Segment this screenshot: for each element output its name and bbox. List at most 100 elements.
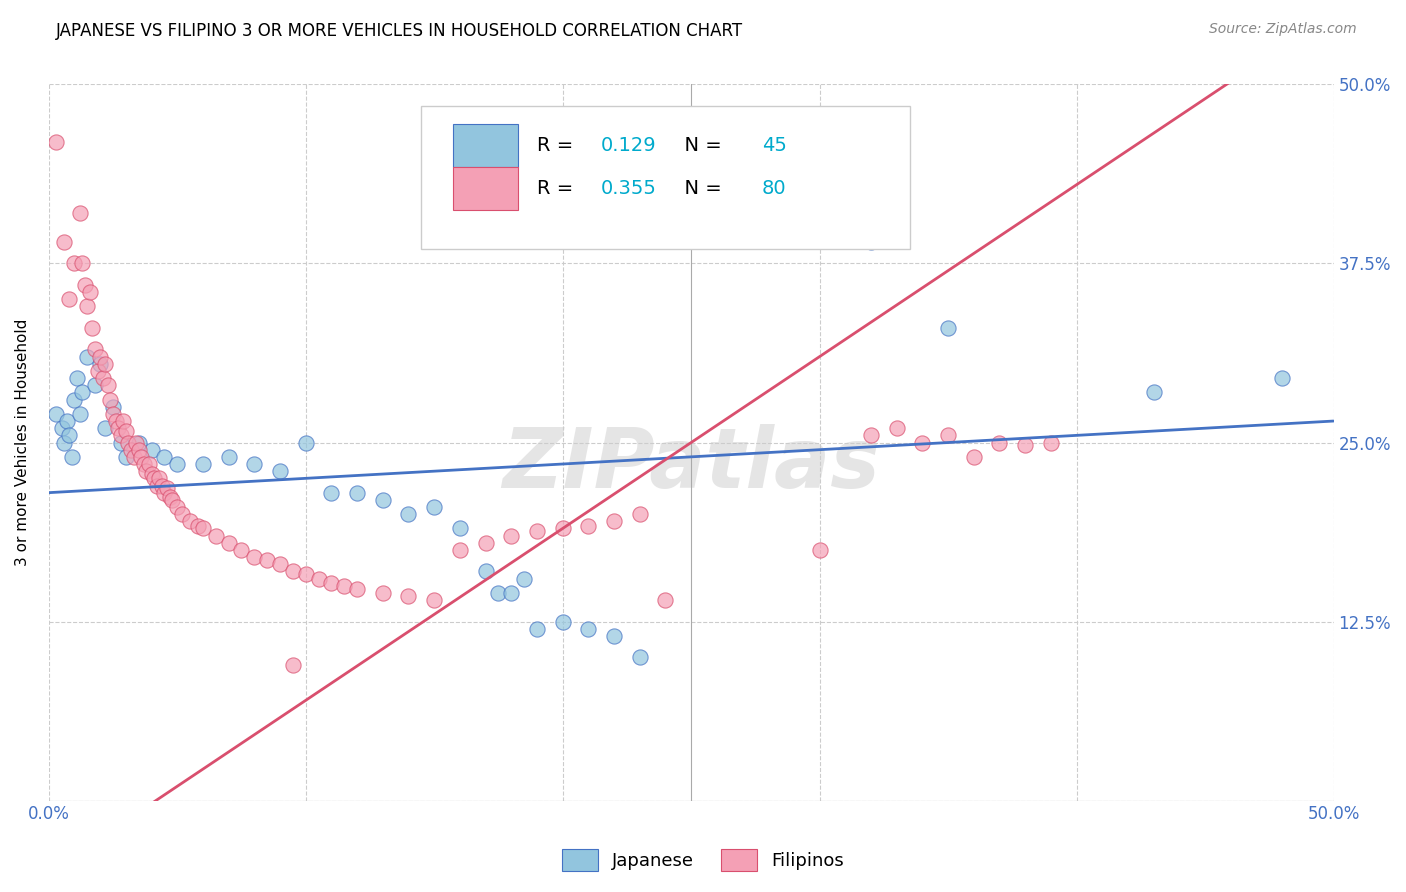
Point [859, 235, 882, 249]
Point [132, 457, 155, 471]
Point [89, 357, 111, 371]
Point [204, 528, 226, 542]
Text: JAPANESE VS FILIPINO 3 OR MORE VEHICLES IN HOUSEHOLD CORRELATION CHART: JAPANESE VS FILIPINO 3 OR MORE VEHICLES … [56, 22, 744, 40]
Text: 80: 80 [762, 178, 786, 198]
Point [150, 478, 173, 492]
Point [114, 424, 136, 438]
Point [346, 582, 368, 596]
Point [963, 450, 986, 464]
Legend: Japanese, Filipinos: Japanese, Filipinos [554, 842, 852, 879]
Point [166, 500, 188, 514]
Point [281, 657, 304, 672]
Point [60, 450, 83, 464]
Point [423, 500, 446, 514]
Point [1039, 435, 1062, 450]
FancyBboxPatch shape [454, 167, 517, 210]
Point [79, 285, 101, 300]
Point [135, 464, 157, 478]
Point [449, 543, 471, 558]
Point [73, 277, 96, 292]
Point [501, 528, 523, 542]
Point [58, 428, 80, 442]
Point [654, 593, 676, 607]
Point [308, 572, 330, 586]
Point [94, 357, 117, 371]
Point [84, 343, 107, 357]
Point [69, 407, 91, 421]
Point [141, 442, 163, 457]
FancyBboxPatch shape [422, 106, 910, 249]
Point [97, 378, 120, 392]
Point [159, 490, 181, 504]
Point [91, 371, 114, 385]
Point [153, 485, 176, 500]
Point [281, 565, 304, 579]
Point [112, 414, 135, 428]
Point [153, 450, 176, 464]
Point [603, 514, 626, 528]
Point [58, 293, 80, 307]
Point [576, 518, 599, 533]
Point [486, 586, 509, 600]
Point [82, 321, 104, 335]
Point [371, 492, 394, 507]
Point [76, 350, 98, 364]
Point [243, 550, 266, 565]
Point [886, 421, 908, 435]
Point [76, 300, 98, 314]
Point [1271, 371, 1294, 385]
Point [125, 435, 148, 450]
Point [179, 514, 201, 528]
Point [66, 371, 89, 385]
Point [191, 457, 214, 471]
Point [128, 442, 150, 457]
Text: 0.355: 0.355 [602, 178, 657, 198]
Point [101, 400, 124, 414]
Point [294, 567, 316, 582]
Point [187, 518, 209, 533]
Point [89, 350, 111, 364]
Point [398, 507, 420, 521]
Point [110, 428, 132, 442]
Point [94, 421, 117, 435]
Point [911, 435, 934, 450]
Point [501, 586, 523, 600]
Point [988, 435, 1011, 450]
Point [526, 524, 548, 539]
Point [160, 492, 183, 507]
Point [576, 622, 599, 636]
Point [551, 521, 574, 535]
Point [53, 235, 76, 249]
Point [808, 543, 831, 558]
Point [231, 543, 253, 558]
Point [110, 435, 132, 450]
Text: N =: N = [672, 136, 728, 155]
Point [936, 428, 959, 442]
Point [86, 364, 108, 378]
Point [321, 485, 343, 500]
Point [107, 421, 129, 435]
Point [269, 558, 291, 572]
Point [371, 586, 394, 600]
Point [243, 457, 266, 471]
Text: 45: 45 [762, 136, 787, 155]
Point [333, 579, 356, 593]
Point [101, 407, 124, 421]
Point [172, 507, 194, 521]
Text: R =: R = [537, 136, 579, 155]
Point [936, 321, 959, 335]
Point [859, 428, 882, 442]
Point [321, 575, 343, 590]
Point [45, 407, 67, 421]
Point [104, 414, 127, 428]
Point [449, 521, 471, 535]
Point [474, 536, 496, 550]
Point [129, 450, 152, 464]
Point [128, 435, 150, 450]
Point [55, 414, 77, 428]
Point [166, 457, 188, 471]
Point [269, 464, 291, 478]
Text: N =: N = [672, 178, 728, 198]
Point [156, 481, 179, 495]
Y-axis label: 3 or more Vehicles in Household: 3 or more Vehicles in Household [15, 318, 30, 566]
